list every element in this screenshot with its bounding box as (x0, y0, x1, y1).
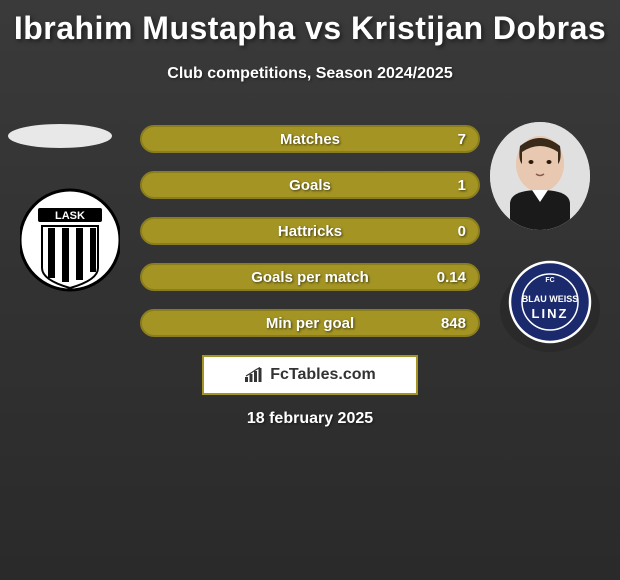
lask-logo-icon: LASK (20, 180, 120, 300)
linz-bottom-text: LINZ (532, 306, 569, 321)
brand-box[interactable]: FcTables.com (202, 355, 418, 395)
stats-container: Matches 7 Goals 1 Hattricks 0 Goals per … (140, 125, 480, 355)
stat-bar-goals: Goals 1 (140, 171, 480, 199)
stat-bar-goals-per-match: Goals per match 0.14 (140, 263, 480, 291)
player2-photo (490, 122, 590, 230)
stat-label: Goals (289, 177, 331, 194)
stat-bar-matches: Matches 7 (140, 125, 480, 153)
page-title: Ibrahim Mustapha vs Kristijan Dobras (0, 0, 620, 47)
bar-chart-icon (244, 367, 264, 383)
stat-label: Min per goal (266, 315, 354, 332)
stat-bar-min-per-goal: Min per goal 848 (140, 309, 480, 337)
stat-value: 0.14 (437, 269, 466, 286)
stat-value: 7 (458, 131, 466, 148)
linz-logo-icon: FC BLAU WEISS LINZ (500, 260, 600, 360)
stat-label: Hattricks (278, 223, 342, 240)
stat-label: Matches (280, 131, 340, 148)
stat-label: Goals per match (251, 269, 369, 286)
stat-value: 0 (458, 223, 466, 240)
player2-club-logo: FC BLAU WEISS LINZ (500, 260, 600, 360)
footer-date: 18 february 2025 (0, 410, 620, 428)
lask-text: LASK (55, 210, 85, 222)
linz-fc-text: FC (545, 277, 554, 284)
stat-value: 848 (441, 315, 466, 332)
page-subtitle: Club competitions, Season 2024/2025 (0, 65, 620, 83)
brand-text: FcTables.com (270, 366, 376, 384)
stat-bar-hattricks: Hattricks 0 (140, 217, 480, 245)
player2-face-icon (490, 122, 590, 230)
linz-top-text: BLAU WEISS (522, 294, 579, 304)
player1-club-logo: LASK (20, 180, 120, 300)
player1-photo-placeholder (8, 124, 112, 148)
stat-value: 1 (458, 177, 466, 194)
